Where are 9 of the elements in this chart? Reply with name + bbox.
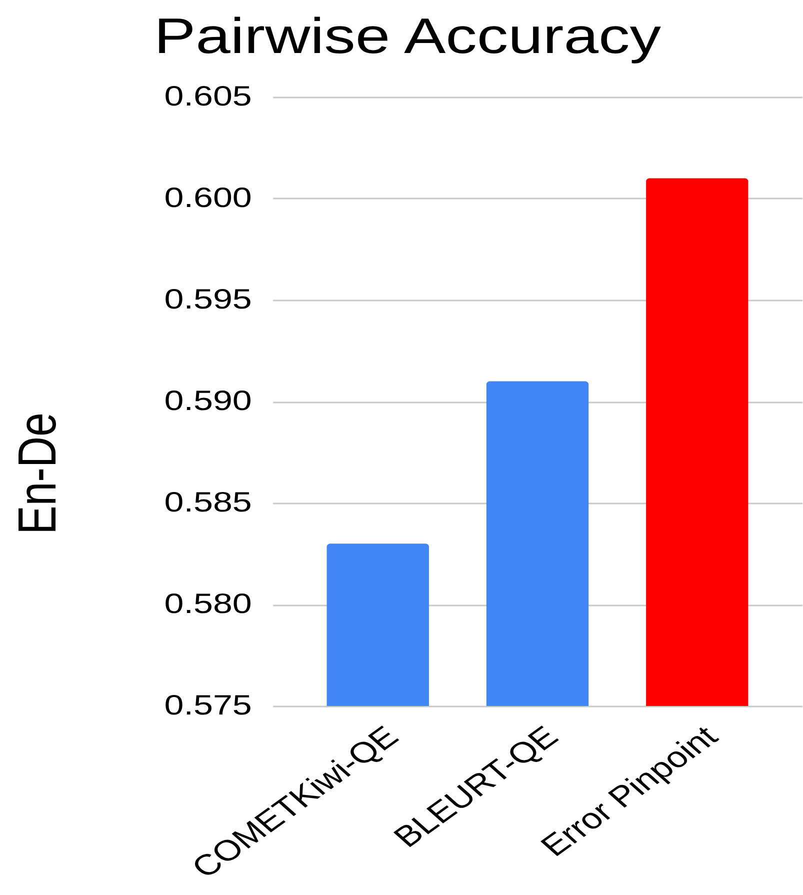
- y-tick-label: 0.595: [164, 282, 252, 315]
- y-tick-label: 0.585: [164, 486, 252, 518]
- y-tick-label: 0.590: [164, 384, 252, 416]
- y-tick-label: 0.580: [164, 587, 252, 620]
- y-tick-label: 0.575: [164, 688, 252, 721]
- y-tick-label: 0.600: [164, 181, 252, 214]
- y-tick-label: 0.605: [164, 80, 252, 112]
- y-axis-title: En-De: [8, 412, 68, 534]
- chart-title: Pairwise Accuracy: [154, 8, 662, 64]
